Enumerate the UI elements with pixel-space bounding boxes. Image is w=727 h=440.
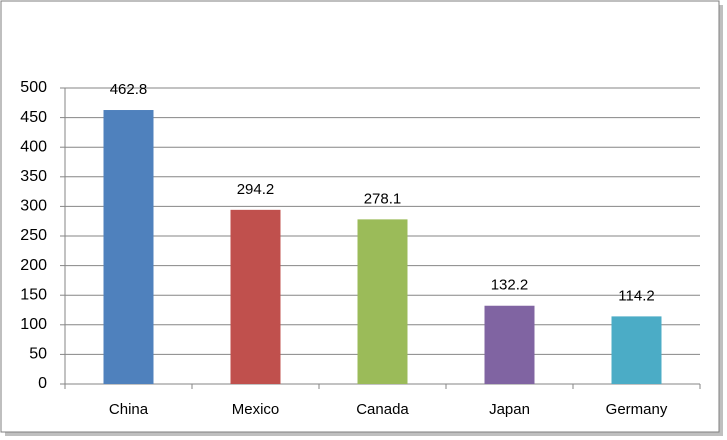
bar xyxy=(611,316,662,384)
data-label: 114.2 xyxy=(618,287,654,304)
x-tick-label: Japan xyxy=(489,401,530,418)
y-tick-label: 150 xyxy=(20,286,47,303)
y-tick-label: 400 xyxy=(20,138,47,155)
bar xyxy=(484,305,535,384)
y-tick-label: 450 xyxy=(20,109,47,126)
data-label: 462.8 xyxy=(110,81,148,98)
bar xyxy=(357,219,408,384)
y-tick-label: 50 xyxy=(29,346,47,363)
x-tick-label: Mexico xyxy=(232,401,280,418)
y-tick-label: 250 xyxy=(20,227,47,244)
bar xyxy=(230,209,281,384)
y-tick-label: 100 xyxy=(20,316,47,333)
x-tick-label: Canada xyxy=(356,401,409,418)
x-tick-label: China xyxy=(109,401,149,418)
data-label: 278.1 xyxy=(364,190,402,207)
y-tick-label: 300 xyxy=(20,198,47,215)
data-label: 294.2 xyxy=(237,181,275,198)
y-tick-label: 350 xyxy=(20,168,47,185)
y-tick-label: 200 xyxy=(20,257,47,274)
data-label: 132.2 xyxy=(491,277,529,294)
y-tick-label: 500 xyxy=(20,79,47,96)
y-tick-label: 0 xyxy=(38,375,47,392)
bar xyxy=(103,110,154,384)
x-tick-label: Germany xyxy=(606,401,668,418)
